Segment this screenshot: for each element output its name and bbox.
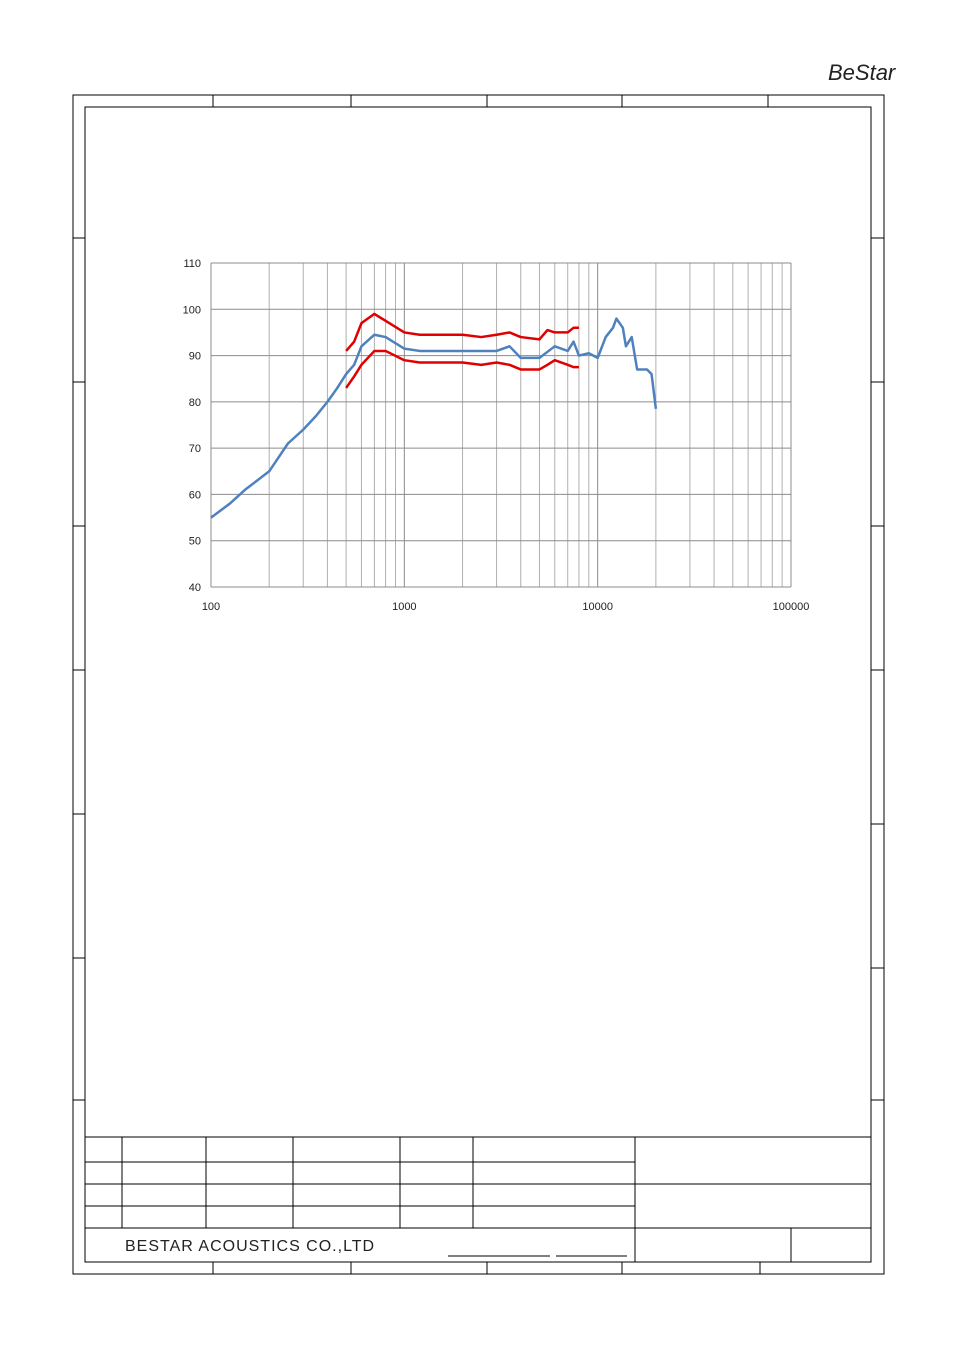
x-tick-label: 100 <box>202 601 220 613</box>
y-tick-label: 90 <box>189 351 201 363</box>
frame <box>72 94 885 1275</box>
x-tick-label: 1000 <box>392 601 416 613</box>
x-tick-label: 100000 <box>773 601 810 613</box>
chart: 40 50 60 70 80 90 100 110 100 1000 10000 100000 <box>183 258 810 613</box>
y-tick-label: 80 <box>189 397 201 409</box>
company-name: BESTAR ACOUSTICS CO.,LTD <box>125 1238 375 1255</box>
series-line <box>345 312 579 352</box>
series-line <box>210 317 658 519</box>
y-tick-label: 70 <box>189 443 201 455</box>
series-line <box>345 349 579 389</box>
y-tick-label: 40 <box>189 582 201 594</box>
x-tick-label: 10000 <box>582 601 613 613</box>
y-tick-label: 100 <box>183 304 201 316</box>
y-tick-label: 110 <box>183 258 201 270</box>
y-tick-label: 50 <box>189 536 201 548</box>
y-tick-label: 60 <box>189 489 201 501</box>
logo: BeStar <box>828 60 897 85</box>
